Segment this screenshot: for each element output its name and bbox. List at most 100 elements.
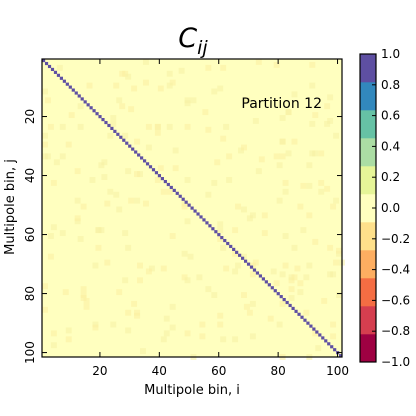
heatmap-cell bbox=[330, 271, 337, 278]
partition-annotation: Partition 12 bbox=[241, 96, 322, 112]
heatmap-cell bbox=[243, 97, 250, 104]
heatmap-cell bbox=[291, 138, 298, 145]
heatmap-cell bbox=[232, 268, 239, 275]
heatmap-cell bbox=[74, 215, 81, 222]
colorbar-segment bbox=[360, 334, 376, 363]
heatmap-cell bbox=[196, 274, 203, 281]
heatmap-cell bbox=[300, 227, 307, 234]
heatmap-diagonal-cell bbox=[285, 300, 289, 305]
heatmap-cell bbox=[223, 265, 230, 272]
heatmap-cell bbox=[327, 118, 334, 124]
heatmap-diagonal-cell bbox=[238, 253, 242, 257]
heatmap-cell bbox=[249, 333, 256, 340]
heatmap-cell bbox=[65, 336, 72, 343]
heatmap-cell bbox=[125, 309, 132, 316]
heatmap-diagonal-cell bbox=[137, 153, 141, 157]
heatmap-cell bbox=[279, 138, 286, 145]
y-tick-label: 100 bbox=[23, 341, 37, 364]
heatmap-cell bbox=[246, 309, 253, 316]
heatmap-cell bbox=[172, 165, 179, 172]
heatmap-diagonal-cell bbox=[276, 292, 280, 296]
heatmap-cell bbox=[110, 115, 117, 121]
heatmap-diagonal-cell bbox=[74, 91, 78, 95]
heatmap-diagonal-cell bbox=[68, 85, 72, 89]
colorbar-segment bbox=[360, 306, 376, 335]
colorbar-tick-label: 0.6 bbox=[381, 109, 400, 123]
colorbar-tick-label: −0.8 bbox=[381, 324, 410, 338]
heatmap-cell bbox=[276, 321, 283, 328]
colorbar-segment bbox=[360, 54, 376, 83]
heatmap-cell bbox=[241, 292, 247, 298]
x-tick-label: 40 bbox=[152, 364, 167, 378]
heatmap-cell bbox=[50, 224, 57, 231]
colorbar-segment bbox=[360, 278, 376, 307]
colorbar-tick-label: −1.0 bbox=[381, 355, 410, 369]
heatmap-cell bbox=[336, 247, 342, 254]
heatmap-cell bbox=[42, 88, 48, 95]
heatmap-cell bbox=[119, 103, 126, 110]
heatmap-cell bbox=[324, 103, 331, 110]
heatmap-diagonal-cell bbox=[47, 64, 52, 69]
heatmap-diagonal-cell bbox=[196, 212, 200, 216]
heatmap-cell bbox=[205, 126, 212, 133]
heatmap-cell bbox=[273, 280, 280, 287]
heatmap-cell bbox=[330, 203, 337, 210]
heatmap-diagonal-cell bbox=[157, 174, 162, 178]
chart-title-main: C bbox=[178, 23, 197, 54]
heatmap-diagonal-cell bbox=[42, 59, 46, 63]
heatmap-cell bbox=[291, 244, 298, 251]
heatmap-diagonal-cell bbox=[223, 238, 227, 243]
heatmap-diagonal-cell bbox=[175, 191, 179, 195]
heatmap-diagonal-cell bbox=[163, 179, 167, 184]
heatmap-cell bbox=[217, 221, 224, 228]
heatmap-cell bbox=[241, 206, 247, 213]
heatmap-cell bbox=[297, 289, 304, 296]
heatmap-cell bbox=[211, 179, 218, 186]
heatmap-cell bbox=[59, 153, 66, 160]
heatmap-cell bbox=[309, 61, 316, 68]
heatmap-diagonal-cell bbox=[169, 185, 173, 190]
heatmap-diagonal-cell bbox=[83, 100, 87, 104]
heatmap-diagonal-cell bbox=[190, 206, 194, 210]
heatmap-cell bbox=[246, 215, 253, 222]
heatmap-cell bbox=[217, 85, 224, 92]
heatmap-cell bbox=[199, 321, 206, 328]
heatmap-diagonal-cell bbox=[86, 103, 90, 107]
heatmap-cell bbox=[92, 262, 99, 269]
heatmap-cell bbox=[282, 179, 289, 186]
heatmap-cell bbox=[74, 197, 81, 204]
heatmap-cell bbox=[128, 197, 135, 204]
heatmap-cell bbox=[169, 79, 176, 86]
heatmap-cell bbox=[205, 64, 212, 71]
heatmap-diagonal-cell bbox=[104, 120, 108, 125]
heatmap-diagonal-cell bbox=[56, 73, 61, 77]
heatmap-cell bbox=[166, 70, 173, 77]
heatmap-cell bbox=[315, 345, 322, 352]
heatmap-cell bbox=[291, 274, 298, 281]
heatmap-cell bbox=[321, 297, 328, 304]
heatmap-cell bbox=[59, 230, 66, 237]
heatmap-cell bbox=[62, 289, 69, 296]
heatmap-cell bbox=[137, 277, 143, 284]
heatmap-cell bbox=[77, 103, 84, 110]
colorbar-segment bbox=[360, 110, 376, 139]
heatmap-cell bbox=[217, 227, 224, 234]
heatmap-diagonal-cell bbox=[279, 295, 283, 299]
heatmap-cell bbox=[309, 120, 316, 127]
heatmap-diagonal-cell bbox=[339, 354, 343, 358]
heatmap-cell bbox=[312, 112, 319, 119]
heatmap-cell bbox=[110, 321, 117, 328]
heatmap-cell bbox=[306, 212, 313, 219]
heatmap-cell bbox=[333, 197, 340, 204]
x-axis-label: Multipole bin, i bbox=[144, 383, 240, 398]
heatmap-diagonal-cell bbox=[101, 118, 105, 122]
x-tick-label: 100 bbox=[326, 364, 349, 378]
heatmap-diagonal-cell bbox=[89, 106, 93, 110]
heatmap-cell bbox=[50, 330, 57, 337]
heatmap-diagonal-cell bbox=[119, 135, 123, 139]
heatmap-cell bbox=[172, 147, 179, 154]
x-tick-label: 80 bbox=[270, 364, 285, 378]
colorbar-segment bbox=[360, 138, 376, 167]
heatmap-diagonal-cell bbox=[113, 129, 117, 133]
